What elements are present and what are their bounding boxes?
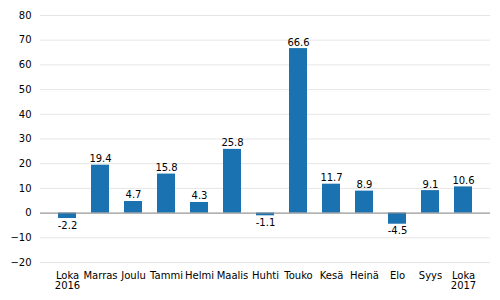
- svg-text:66.6: 66.6: [287, 37, 309, 48]
- svg-text:-1.1: -1.1: [256, 217, 276, 228]
- svg-text:0: 0: [25, 207, 31, 218]
- svg-text:50: 50: [19, 84, 32, 95]
- svg-text:10.6: 10.6: [452, 175, 474, 186]
- svg-text:Tammi: Tammi: [149, 270, 183, 281]
- svg-text:−10: −10: [10, 232, 31, 243]
- svg-text:60: 60: [19, 59, 32, 70]
- svg-text:-2.2: -2.2: [58, 220, 78, 231]
- svg-text:−20: −20: [10, 257, 31, 268]
- svg-text:19.4: 19.4: [89, 153, 111, 164]
- svg-text:15.8: 15.8: [155, 162, 177, 173]
- svg-text:Heinä: Heinä: [350, 270, 379, 281]
- svg-text:Syys: Syys: [419, 270, 442, 281]
- svg-text:9.1: 9.1: [423, 179, 439, 190]
- svg-text:Kesä: Kesä: [320, 270, 344, 281]
- svg-text:Loka2017: Loka2017: [451, 270, 476, 291]
- svg-text:80: 80: [19, 10, 32, 21]
- svg-text:30: 30: [19, 133, 32, 144]
- svg-text:70: 70: [19, 34, 32, 45]
- svg-text:-4.5: -4.5: [388, 225, 408, 236]
- svg-text:Helmi: Helmi: [185, 270, 214, 281]
- svg-text:4.3: 4.3: [192, 190, 208, 201]
- svg-text:10: 10: [19, 183, 32, 194]
- svg-text:Marras: Marras: [83, 270, 117, 281]
- svg-text:Touko: Touko: [283, 270, 312, 281]
- svg-text:8.9: 8.9: [357, 179, 373, 190]
- svg-text:Elo: Elo: [390, 270, 405, 281]
- svg-text:Joulu: Joulu: [120, 270, 146, 281]
- svg-text:25.8: 25.8: [221, 137, 243, 148]
- svg-text:11.7: 11.7: [320, 172, 342, 183]
- svg-text:Loka2016: Loka2016: [55, 270, 80, 291]
- svg-text:40: 40: [19, 109, 32, 120]
- svg-text:Maalis: Maalis: [217, 270, 249, 281]
- svg-text:Huhti: Huhti: [252, 270, 279, 281]
- svg-text:4.7: 4.7: [126, 189, 142, 200]
- svg-text:20: 20: [19, 158, 32, 169]
